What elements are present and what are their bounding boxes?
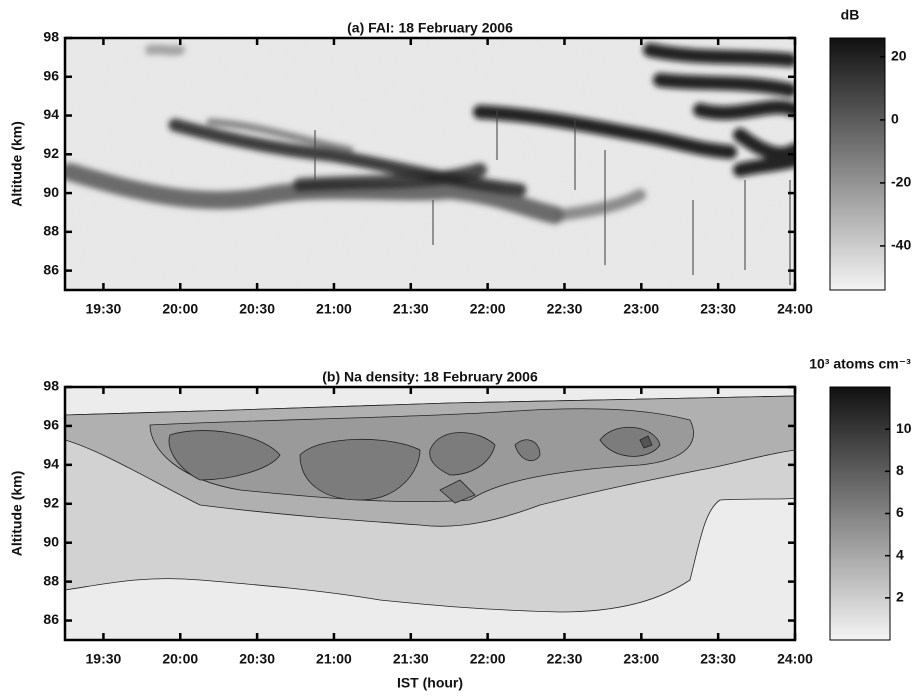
y-tick-label: 94 xyxy=(43,106,59,122)
y-tick-label: 88 xyxy=(43,223,59,239)
chart-title: (a) FAI: 18 February 2006 xyxy=(347,20,513,36)
colorbar-tick-label: 0 xyxy=(891,111,899,127)
x-tick-label: 19:30 xyxy=(86,301,122,317)
colorbar-tick-label: 2 xyxy=(896,589,904,605)
y-tick-label: 98 xyxy=(43,29,59,45)
x-tick-label: 22:30 xyxy=(547,651,583,667)
y-tick-label: 88 xyxy=(43,572,59,588)
colorbar-tick-label: 20 xyxy=(891,48,907,64)
y-tick-label: 90 xyxy=(43,184,59,200)
y-tick-label: 96 xyxy=(43,67,59,83)
y-tick-label: 94 xyxy=(43,456,59,472)
y-tick-label: 96 xyxy=(43,417,59,433)
x-tick-label: 23:30 xyxy=(700,651,736,667)
x-tick-label: 20:00 xyxy=(162,651,198,667)
y-tick-label: 92 xyxy=(43,494,59,510)
x-tick-label: 20:30 xyxy=(239,301,275,317)
y-tick-label: 86 xyxy=(43,261,59,277)
colorbar-tick-label: 6 xyxy=(896,504,904,520)
y-tick-label: 98 xyxy=(43,378,59,394)
x-tick-label: 21:30 xyxy=(393,301,429,317)
y-axis-label: Altitude (km) xyxy=(9,121,25,207)
x-tick-label: 23:00 xyxy=(623,651,659,667)
x-tick-label: 20:30 xyxy=(239,651,275,667)
x-tick-label: 22:00 xyxy=(470,301,506,317)
plot-frame xyxy=(63,385,797,642)
colorbar-label: 10³ atoms cm⁻³ xyxy=(809,356,911,372)
colorbar xyxy=(829,386,891,641)
x-tick-label: 20:00 xyxy=(162,301,198,317)
x-tick-label: 21:30 xyxy=(393,651,429,667)
x-tick-label: 23:00 xyxy=(623,301,659,317)
colorbar xyxy=(829,37,886,291)
y-tick-label: 92 xyxy=(43,145,59,161)
colorbar-tick-label: 4 xyxy=(896,546,904,562)
x-tick-label: 21:00 xyxy=(316,301,352,317)
colorbar-label: dB xyxy=(841,7,860,23)
x-tick-label: 24:00 xyxy=(777,651,813,667)
colorbar-tick-label: 10 xyxy=(896,420,912,436)
x-tick-label: 21:00 xyxy=(316,651,352,667)
x-tick-label: 22:00 xyxy=(470,651,506,667)
y-tick-label: 90 xyxy=(43,533,59,549)
y-tick-label: 86 xyxy=(43,611,59,627)
echo-field xyxy=(65,38,795,290)
colorbar-tick-label: -40 xyxy=(891,237,911,253)
colorbar-tick-label: 8 xyxy=(896,462,904,478)
x-tick-label: 19:30 xyxy=(86,651,122,667)
plot-frame xyxy=(63,36,797,292)
colorbar-tick-label: -20 xyxy=(891,174,911,190)
chart-title: (b) Na density: 18 February 2006 xyxy=(322,369,538,385)
contour-field xyxy=(65,387,795,640)
x-axis-label: IST (hour) xyxy=(397,675,463,691)
x-tick-label: 24:00 xyxy=(777,301,813,317)
x-tick-label: 23:30 xyxy=(700,301,736,317)
y-axis-label: Altitude (km) xyxy=(9,471,25,557)
x-tick-label: 22:30 xyxy=(547,301,583,317)
